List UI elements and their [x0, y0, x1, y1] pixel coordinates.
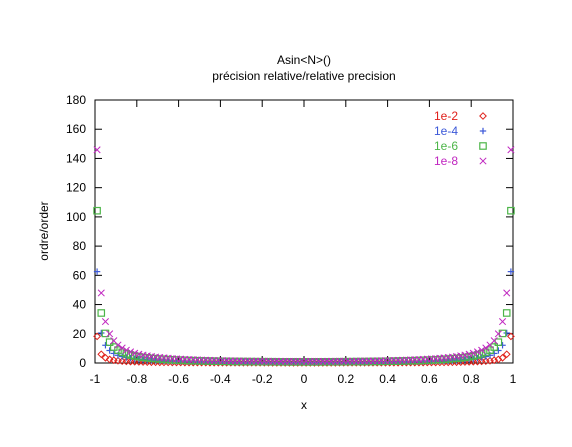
data-point: [97, 350, 106, 359]
y-tick-label: 40: [73, 298, 87, 312]
data-point: [97, 289, 105, 297]
y-tick-label: 140: [66, 151, 86, 165]
x-tick-label: 0.2: [337, 372, 354, 386]
legend-label: 1e-2: [434, 109, 458, 123]
data-point: [98, 329, 105, 337]
x-tick-label: 0: [301, 372, 308, 386]
data-point: [118, 344, 126, 352]
y-tick-label: 180: [66, 93, 86, 107]
legend-marker: [479, 142, 487, 150]
data-point: [503, 329, 510, 337]
data-point: [507, 206, 515, 215]
data-point: [93, 268, 101, 275]
axis-ticks: -1 -0.8 -0.6 -0.4 -0.2 0 0.2 0.4 0.6 0.8 1 0 20 40 60 8…: [66, 93, 517, 386]
legend-label: 1e-4: [434, 124, 458, 138]
x-tick-label: 0.6: [421, 372, 438, 386]
data-point: [498, 353, 507, 362]
chart-title: Asin<N>(): [277, 53, 331, 67]
y-axis-label: ordre/order: [37, 201, 51, 260]
data-point: [97, 309, 106, 317]
y-tick-label: 20: [73, 327, 87, 341]
data-point: [507, 146, 515, 154]
data-point: [93, 146, 101, 154]
data-point: [461, 351, 469, 359]
legend-marker: [479, 157, 487, 165]
data-point: [502, 350, 511, 359]
y-tick-label: 160: [66, 122, 86, 136]
data-point: [498, 318, 507, 326]
data-point: [126, 348, 135, 356]
data-point: [114, 341, 122, 349]
data-point: [131, 349, 139, 357]
y-tick-label: 60: [73, 268, 87, 282]
legend: 1e-21e-41e-61e-8: [434, 109, 487, 168]
legend-marker: [479, 127, 487, 135]
data-point: [135, 350, 143, 358]
data-point: [490, 356, 499, 365]
data-point: [490, 337, 498, 345]
data-point: [106, 330, 114, 338]
legend-label: 1e-6: [434, 139, 458, 153]
x-tick-label: -1: [90, 372, 101, 386]
data-point: [118, 348, 126, 357]
x-tick-label: -0.8: [126, 372, 147, 386]
data-points: [93, 146, 515, 367]
data-point: [507, 332, 515, 341]
y-tick-label: 80: [73, 239, 87, 253]
data-point: [93, 206, 101, 215]
data-point: [105, 355, 114, 364]
y-tick-label: 0: [79, 356, 86, 370]
data-point: [482, 348, 490, 357]
x-tick-label: 0.8: [463, 372, 480, 386]
data-point: [490, 343, 498, 351]
y-tick-label: 120: [66, 181, 86, 195]
x-tick-label: 1: [510, 372, 517, 386]
data-point: [101, 353, 110, 362]
data-point: [93, 332, 101, 341]
data-point: [502, 309, 511, 317]
data-point: [473, 348, 482, 356]
data-point: [494, 330, 502, 338]
data-point: [101, 318, 110, 326]
data-point: [469, 349, 477, 357]
x-tick-label: -0.4: [210, 372, 231, 386]
data-point: [478, 346, 486, 354]
x-tick-label: 0.4: [379, 372, 396, 386]
data-point: [482, 344, 490, 352]
legend-label: 1e-8: [434, 154, 458, 168]
data-point: [507, 268, 515, 275]
data-point: [114, 346, 122, 354]
chart-subtitle: précision relative/relative precision: [212, 69, 395, 83]
x-tick-label: -0.2: [252, 372, 273, 386]
data-point: [122, 346, 130, 354]
x-axis-label: x: [301, 398, 307, 412]
x-tick-label: -0.6: [168, 372, 189, 386]
data-point: [503, 289, 511, 297]
y-tick-label: 100: [66, 210, 86, 224]
legend-marker: [479, 112, 487, 120]
data-point: [465, 350, 473, 358]
